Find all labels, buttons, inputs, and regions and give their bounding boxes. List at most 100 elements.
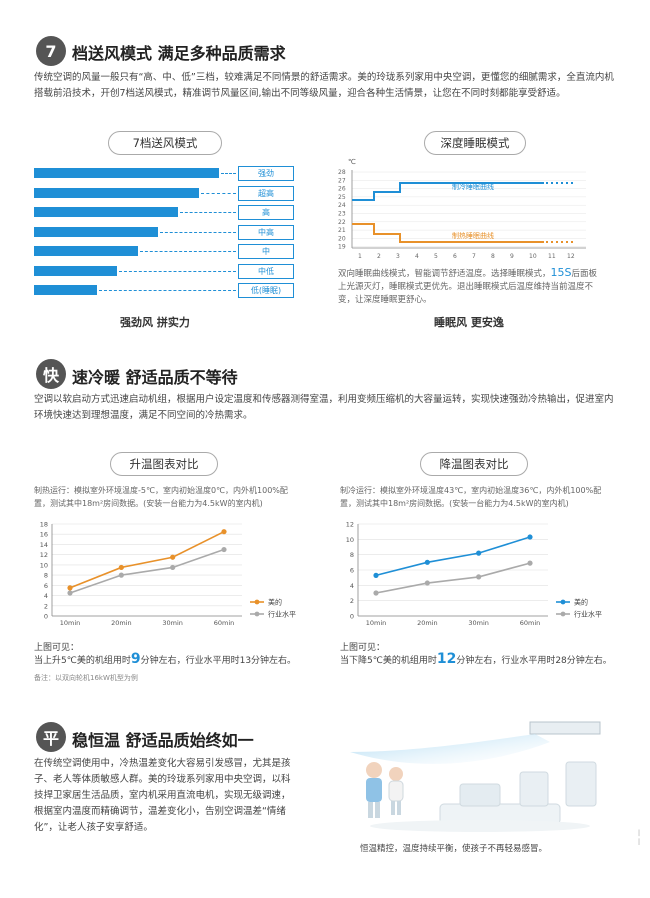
heat-sleep-curve [352,223,544,243]
x-tick-label: 10min [60,619,81,627]
sleep-y-tick: 26 [338,186,346,193]
sleep-y-tick: 27 [338,177,346,184]
series-line [375,536,531,577]
x-tick-label: 20min [111,619,132,627]
sleep-unit: ℃ [348,158,356,166]
x-tick-label: 60min [520,619,541,627]
sleep-x-tick: 4 [415,253,419,260]
heat-conditions: 制热运行：模拟室外环境温度-5℃，室内初始温度0℃，内外机100%配置，测试其中… [34,486,288,508]
cool-visible-b1: 当下降5℃美的机组用时 [340,656,437,666]
x-tick-label: 20min [417,619,438,627]
sleep-y-tick: 19 [338,244,346,251]
cool-visible-label: 上图可见： [340,643,386,653]
sleep-x-tick: 9 [510,253,514,260]
y-tick-label: 14 [40,541,48,549]
fan-level-connector [140,251,236,252]
y-tick-label: 10 [40,561,48,569]
sleep-x-tick: 8 [491,253,495,260]
y-tick-label: 6 [44,582,48,590]
x-tick-label: 60min [214,619,235,627]
cool-visible-b2: 分钟左右，行业水平用时28分钟左右。 [456,656,612,666]
sleep-desc-15s: 15S [550,266,572,279]
y-tick-label: 8 [44,572,48,580]
fan-level-label: 中低 [238,263,294,279]
sleep-x-tick: 2 [377,253,381,260]
sleep-y-tick: 25 [338,194,346,201]
y-tick-label: 8 [350,551,354,559]
fan-level-label: 中高 [238,224,294,240]
section2-paragraph: 空调以软启动方式迅速启动机组，根据用户设定温度和传感器测得室温，利用变频压缩机的… [34,394,614,421]
data-point [424,580,430,586]
section2-title: 速冷暖 舒适品质不等待 [72,368,238,387]
section2-badge: 快 [36,359,66,389]
series-line [69,548,225,594]
section3-paragraph: 在传统空调使用中，冷热温差变化大容易引发感冒，尤其是孩子、老人等体质敏感人群。美… [34,758,291,833]
sleep-x-tick: 12 [567,253,575,260]
x-tick-label: 30min [468,619,489,627]
fan-caption: 强劲风 拼实力 [120,316,190,329]
fan-level-bar [34,187,199,198]
fan-level-bar [34,265,117,276]
section1-badge: 7 [36,36,66,66]
section3-badge: 平 [36,722,66,752]
fan-level-bar [34,226,158,237]
y-tick-label: 10 [346,536,354,544]
data-point [527,534,533,540]
sleep-description: 双向睡眠曲线模式，智能调节舒适温度。选择睡眠模式，15S后面板上光源灭灯，睡眠模… [338,266,600,307]
legend-marker [254,611,260,617]
fan-level-connector [221,173,236,174]
data-point [67,585,73,591]
y-tick-label: 6 [350,567,354,575]
data-point [67,590,73,596]
fan-level-connector [201,192,236,194]
data-point [118,572,124,578]
fan-level-connector [119,270,236,272]
sleep-x-tick: 3 [396,253,400,260]
sleep-y-tick: 20 [338,235,346,242]
fan-level-label: 强劲 [238,166,294,181]
sleep-y-tick: 24 [338,202,346,209]
fan-level-bar [34,246,138,256]
y-tick-label: 12 [346,521,354,529]
legend-marker [560,599,566,605]
sleep-x-tick: 11 [548,253,556,260]
cool-conditions: 制冷运行：模拟室外环境温度43℃，室内初始温度36℃，内外机100%配置，测试其… [340,486,602,508]
legend-marker [560,611,566,617]
family-aircon-illustration [330,712,610,840]
data-point [373,590,379,596]
fan-level-label: 低(睡眠) [238,283,294,298]
cool-sleep-curve [352,182,544,201]
legend-label: 美的 [268,598,282,607]
data-point [424,559,430,565]
heat-visible-text: 当上升5℃美的机组用时9分钟左右，行业水平用时13分钟左右。 [34,651,296,667]
heat-visible-9: 9 [130,651,141,667]
legend-label: 行业水平 [268,610,296,619]
fan-mode-pill: 7档送风模式 [108,131,222,155]
sleep-y-tick: 28 [338,169,346,176]
cool-chart-pill: 降温图表对比 [420,452,528,476]
sleep-desc-b: 后面板上光源灭灯，睡眠模式更优先。退出睡眠模式后温度维持当前温度不变，让深度睡眠… [338,269,598,305]
heat-visible-b1: 当上升5℃美的机组用时 [34,656,131,666]
sleep-y-tick: 23 [338,211,346,218]
cool-curve-label: 制冷睡眠曲线 [452,182,494,191]
data-point [170,564,176,571]
y-tick-label: 4 [350,582,354,590]
cool-visible-12: 12 [436,651,457,667]
photo-caption: 恒温精控，温度持续平衡，使孩子不再轻易感冒。 [360,844,548,854]
y-tick-label: 0 [44,613,48,621]
heat-visible-label: 上图可见： [34,643,80,653]
y-tick-label: 16 [40,531,48,539]
cool-visible-text: 当下降5℃美的机组用时12分钟左右，行业水平用时28分钟左右。 [340,651,612,667]
sleep-x-tick: 5 [434,253,438,260]
fan-level-label: 中 [238,244,294,259]
legend-label: 美的 [574,598,588,607]
series-line [69,530,225,589]
heat-chart-pill: 升温图表对比 [110,452,218,476]
fan-level-bar [34,285,97,295]
data-point [118,564,124,571]
y-tick-label: 0 [350,613,354,621]
y-tick-label: 12 [40,551,48,559]
y-tick-label: 18 [40,521,48,529]
heat-line-chart: 18 16 14 12 10 8 6 4 2 0 10min 20min 30min 60min 美的行业水… [40,521,296,628]
